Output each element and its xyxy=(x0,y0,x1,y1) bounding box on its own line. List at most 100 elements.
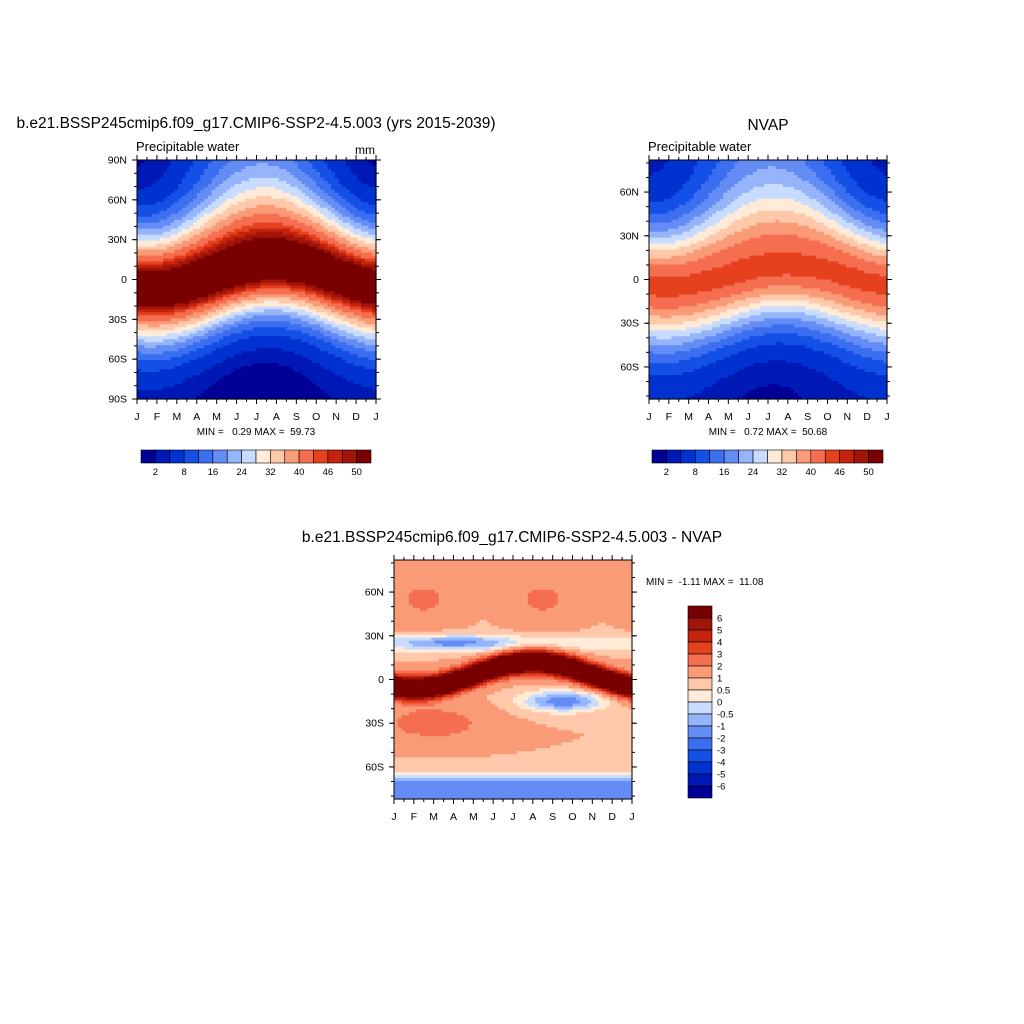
contour-cell xyxy=(357,210,362,215)
contour-cell xyxy=(316,252,321,257)
contour-cell xyxy=(331,324,336,328)
contour-cell xyxy=(305,171,310,176)
contour-cell xyxy=(331,234,336,239)
contour-cell xyxy=(305,162,310,167)
contour-cell xyxy=(267,327,273,331)
contour-cell xyxy=(346,327,351,331)
contour-cell xyxy=(140,369,146,373)
contour-cell xyxy=(290,369,295,373)
contour-cell xyxy=(148,171,153,176)
contour-cell xyxy=(342,174,347,179)
contour-cell xyxy=(308,390,314,394)
contour-cell xyxy=(215,387,220,391)
contour-cell xyxy=(140,342,146,346)
contour-cell xyxy=(163,306,168,310)
contour-cell xyxy=(181,237,187,242)
contour-cell xyxy=(267,330,273,334)
contour-cell xyxy=(249,342,254,346)
contour-cell xyxy=(316,339,321,343)
contour-cell xyxy=(308,174,314,179)
contour-cell xyxy=(178,330,183,334)
contour-cell xyxy=(163,186,168,191)
contour-cell xyxy=(293,303,299,307)
contour-cell xyxy=(204,333,209,337)
contour-cell xyxy=(252,318,258,322)
contour-cell xyxy=(286,267,291,272)
contour-cell xyxy=(271,225,276,230)
contour-cell xyxy=(166,297,172,302)
contour-cell xyxy=(353,297,358,302)
contour-cell xyxy=(278,177,284,182)
contour-cell xyxy=(368,186,373,191)
contour-cell xyxy=(357,243,362,248)
contour-cell xyxy=(290,258,295,263)
contour-cell xyxy=(237,216,243,221)
contour-cell xyxy=(241,375,246,379)
contour-cell xyxy=(364,219,370,224)
contour-cell xyxy=(293,342,299,346)
contour-cell xyxy=(278,216,284,221)
contour-cell xyxy=(170,258,175,263)
contour-cell xyxy=(286,231,291,236)
contour-cell xyxy=(178,171,183,176)
contour-cell xyxy=(252,387,258,391)
contour-cell xyxy=(200,357,205,361)
contour-cell xyxy=(297,315,302,319)
contour-cell xyxy=(222,330,228,334)
contour-cell xyxy=(267,321,273,325)
contour-cell xyxy=(372,342,377,346)
contour-cell xyxy=(230,300,235,304)
contour-cell xyxy=(297,342,302,346)
contour-cell xyxy=(200,270,205,275)
contour-cell xyxy=(353,279,358,284)
contour-cell xyxy=(342,228,347,233)
contour-cell xyxy=(207,321,213,325)
contour-cell xyxy=(219,279,224,284)
contour-cell xyxy=(346,282,351,287)
contour-cell xyxy=(215,333,220,337)
contour-cell xyxy=(249,330,254,334)
contour-cell xyxy=(301,195,306,200)
contour-cell xyxy=(140,186,146,191)
contour-cell xyxy=(151,201,157,206)
contour-cell xyxy=(215,291,220,296)
contour-cell xyxy=(185,339,190,343)
contour-cell xyxy=(305,309,310,313)
contour-cell xyxy=(312,282,317,287)
contour-cell xyxy=(200,198,205,203)
contour-cell xyxy=(144,354,149,358)
contour-cell xyxy=(256,246,261,251)
contour-cell xyxy=(222,327,228,331)
contour-cell xyxy=(137,267,142,272)
contour-cell xyxy=(166,369,172,373)
contour-cell xyxy=(174,306,179,310)
contour-cell xyxy=(211,375,217,379)
contour-cell xyxy=(327,249,332,254)
contour-cell xyxy=(353,363,358,367)
contour-cell xyxy=(159,165,164,170)
contour-cell xyxy=(308,243,314,248)
contour-cell xyxy=(349,291,355,296)
contour-cell xyxy=(200,210,205,215)
contour-cell xyxy=(353,336,358,340)
contour-cell xyxy=(245,180,250,185)
contour-cell xyxy=(181,174,187,179)
contour-cell xyxy=(222,255,228,260)
contour-cell xyxy=(312,291,317,296)
contour-cell xyxy=(237,165,243,170)
contour-cell xyxy=(234,237,239,242)
contour-cell xyxy=(327,285,332,290)
contour-cell xyxy=(222,285,228,290)
contour-cell xyxy=(364,360,370,364)
contour-cell xyxy=(245,258,250,263)
contour-cell xyxy=(252,228,258,233)
contour-cell xyxy=(293,321,299,325)
contour-cell xyxy=(308,228,314,233)
contour-cell xyxy=(237,294,243,299)
contour-cell xyxy=(353,372,358,376)
contour-cell xyxy=(316,327,321,331)
contour-cell xyxy=(263,225,269,230)
contour-cell xyxy=(166,336,172,340)
contour-cell xyxy=(271,180,276,185)
contour-cell xyxy=(230,330,235,334)
